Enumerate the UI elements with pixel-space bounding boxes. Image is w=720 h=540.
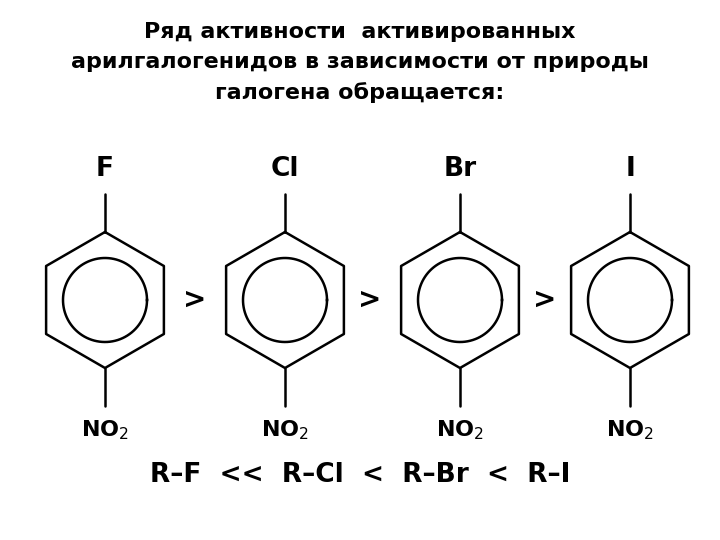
Text: Cl: Cl bbox=[271, 156, 300, 182]
Text: >: > bbox=[184, 286, 207, 314]
Text: >: > bbox=[359, 286, 382, 314]
Text: Ряд активности  активированных: Ряд активности активированных bbox=[144, 22, 576, 42]
Text: NO$_2$: NO$_2$ bbox=[261, 418, 309, 442]
Text: арилгалогенидов в зависимости от природы: арилгалогенидов в зависимости от природы bbox=[71, 52, 649, 72]
Text: NO$_2$: NO$_2$ bbox=[436, 418, 484, 442]
Text: NO$_2$: NO$_2$ bbox=[81, 418, 129, 442]
Text: F: F bbox=[96, 156, 114, 182]
Text: галогена обращается:: галогена обращается: bbox=[215, 82, 505, 103]
Text: NO$_2$: NO$_2$ bbox=[606, 418, 654, 442]
Text: R–F  <<  R–Cl  <  R–Br  <  R–I: R–F << R–Cl < R–Br < R–I bbox=[150, 462, 570, 488]
Text: I: I bbox=[625, 156, 635, 182]
Text: Br: Br bbox=[444, 156, 477, 182]
Text: >: > bbox=[534, 286, 557, 314]
